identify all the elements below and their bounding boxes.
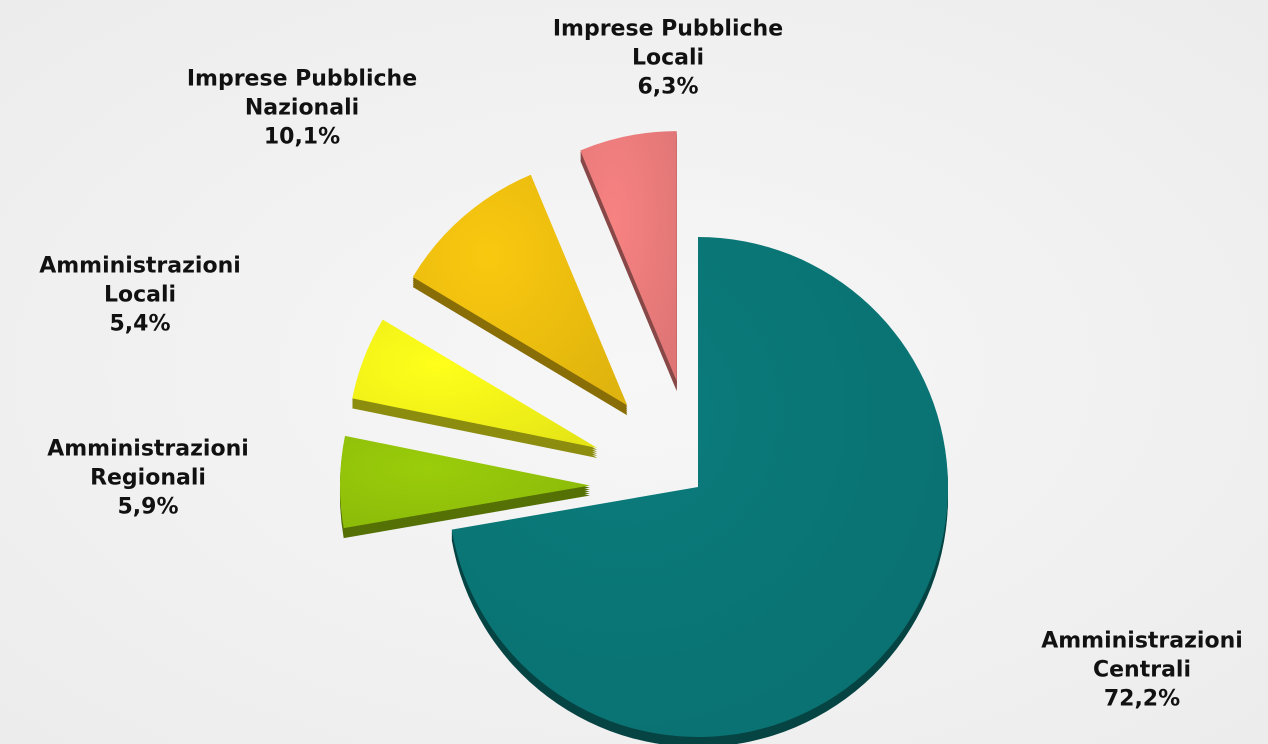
category-label: Amministrazioni Locali — [39, 253, 241, 308]
slice — [352, 319, 598, 448]
slice — [412, 174, 628, 406]
value-label: 72,2% — [1103, 686, 1181, 712]
slice — [451, 237, 948, 737]
slice-label: Amministrazioni Locali 5,4% — [0, 252, 280, 339]
slice-label: Amministrazioni Centrali 72,2% — [1002, 627, 1268, 714]
value-label: 5,9% — [117, 494, 179, 520]
category-label: Amministrazioni Centrali — [1041, 628, 1243, 683]
category-label: Imprese Pubbliche Locali — [552, 16, 784, 71]
slice-label: Imprese Pubbliche Nazionali 10,1% — [162, 65, 442, 152]
value-label: 5,4% — [109, 311, 171, 337]
category-label: Imprese Pubbliche Nazionali — [186, 66, 418, 121]
slice-label: Amministrazioni Regionali 5,9% — [8, 435, 288, 522]
category-label: Amministrazioni Regionali — [47, 436, 249, 491]
slice — [580, 131, 677, 382]
slice-label: Imprese Pubbliche Locali 6,3% — [528, 15, 808, 102]
slice — [340, 435, 591, 529]
value-label: 6,3% — [637, 74, 699, 100]
value-label: 10,1% — [263, 124, 341, 150]
